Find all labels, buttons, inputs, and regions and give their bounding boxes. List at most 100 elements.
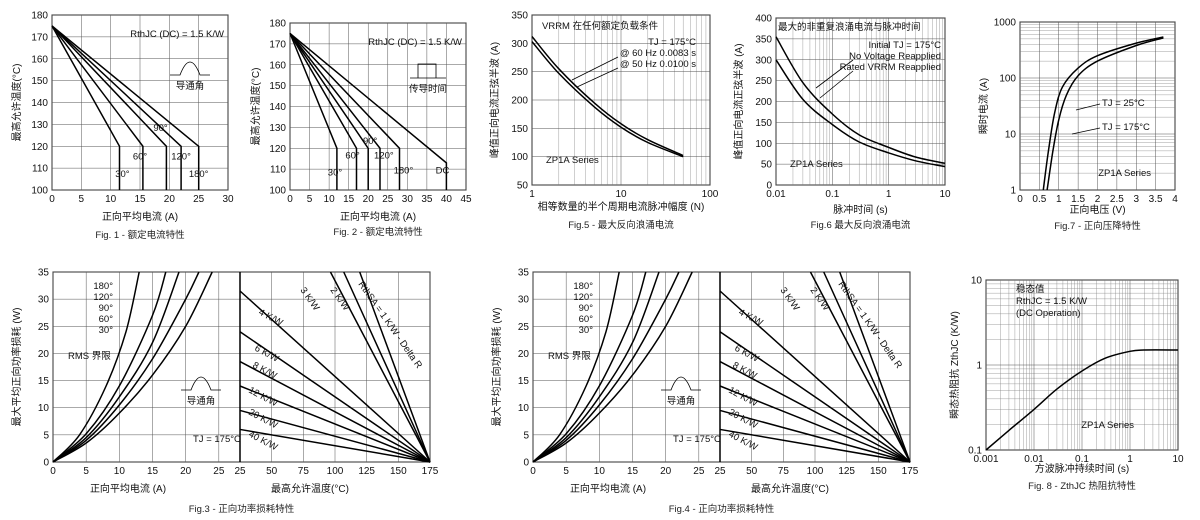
series-label: 30° xyxy=(328,167,343,178)
x-tick-label: 0.01 xyxy=(1024,454,1044,465)
x-tick-label: 4 xyxy=(1172,194,1178,205)
figure-caption: Fig.3 - 正向功率损耗特性 xyxy=(189,503,295,515)
y-tick-label: 30 xyxy=(518,295,530,306)
tj-label: TJ = 175°C xyxy=(673,434,721,445)
series-curve-30° xyxy=(51,25,121,190)
series-label: 120° xyxy=(374,151,394,162)
x-tick-label: 0.1 xyxy=(825,189,839,200)
x-tick-label: 15 xyxy=(627,466,639,477)
y-tick-label: 50 xyxy=(761,160,773,171)
chart-title-text: 最大的非重复浪涌电流与脉冲时间 xyxy=(778,21,921,33)
figure-caption: Fig. 1 - 额定电流特性 xyxy=(95,229,185,241)
y-axis-label: 瞬态热阻抗 ZthJC (K/W) xyxy=(948,311,961,419)
legend-pointer xyxy=(1075,103,1101,111)
y-tick-label: 15 xyxy=(38,376,50,387)
y-tick-label: 110 xyxy=(270,165,286,176)
series-curve-60° xyxy=(289,33,358,190)
x2-tick-label: 125 xyxy=(838,466,855,477)
x-axis-label: 正向平均电流 (A) xyxy=(102,210,178,223)
y-tick-label: 1 xyxy=(1010,186,1016,197)
pulse-inset-icon xyxy=(181,376,221,391)
angle-label: 120° xyxy=(573,292,593,303)
y-tick-label: 0 xyxy=(523,458,529,469)
y-tick-label: 20 xyxy=(38,349,50,360)
figure-caption: Fig.6 最大反向浪涌电流 xyxy=(811,219,911,231)
y-tick-label: 170 xyxy=(31,32,48,43)
legend-entry: TJ = 175°C xyxy=(648,37,696,48)
x-tick-label: 5 xyxy=(307,194,313,205)
y-tick-label: 180 xyxy=(31,11,48,22)
legend-pointer xyxy=(1071,127,1101,135)
surge-curve xyxy=(531,41,684,158)
y-tick-label: 350 xyxy=(511,11,528,22)
y-tick-label: 5 xyxy=(43,430,49,441)
x-tick-label: 25 xyxy=(193,194,205,205)
pulse-inset-label: 传导时间 xyxy=(409,83,447,95)
x-tick-label: 10 xyxy=(594,466,606,477)
y-tick-label: 180 xyxy=(269,19,286,30)
legend-entry: @ 50 Hz 0.0100 s xyxy=(620,59,696,70)
x2-tick-label: 50 xyxy=(746,466,758,477)
series-label: 30° xyxy=(115,169,130,180)
series-label: 60° xyxy=(133,151,148,162)
rth-line xyxy=(719,409,911,463)
angle-label: 60° xyxy=(99,314,114,325)
x-axis-label: 正向平均电流 (A) xyxy=(570,482,646,495)
x-tick-label: 10 xyxy=(1172,454,1184,465)
power-curve-120° xyxy=(52,271,200,463)
x-tick-label: 1 xyxy=(886,189,892,200)
pulse-inset-icon xyxy=(661,376,701,391)
x-tick-label: 0.001 xyxy=(973,454,998,465)
rth-line xyxy=(239,290,431,463)
y-tick-label: 160 xyxy=(31,54,48,65)
y-tick-label: 300 xyxy=(511,39,528,50)
figure-caption: Fig. 2 - 额定电流特性 xyxy=(333,226,423,238)
power-curve-120° xyxy=(532,271,680,463)
x-tick-label: 0.01 xyxy=(766,189,786,200)
y-tick-label: 0.1 xyxy=(968,446,982,457)
figure-caption: Fig.4 - 正向功率损耗特性 xyxy=(669,503,775,515)
tj-label: TJ = 175°C xyxy=(193,434,241,445)
legend-pointer xyxy=(815,59,854,89)
series-curve-DC xyxy=(289,32,448,190)
power-curve-90° xyxy=(52,271,180,463)
series-name-label: ZP1A Series xyxy=(790,159,843,170)
surge-curve xyxy=(775,36,946,165)
series-curve-120° xyxy=(51,25,182,190)
angle-label: 30° xyxy=(99,325,114,336)
legend-entry: @ 60 Hz 0.0083 s xyxy=(620,48,696,59)
y-tick-label: 140 xyxy=(31,98,48,109)
x2-tick-label: 175 xyxy=(422,466,439,477)
x-axis-label: 方波脉冲持续时间 (s) xyxy=(1035,462,1129,475)
legend-entry: RthJC = 1.5 K/W xyxy=(1016,296,1087,307)
x-tick-label: 2 xyxy=(1095,194,1101,205)
y-tick-label: 0 xyxy=(766,181,772,192)
power-curve-180° xyxy=(52,271,213,463)
rth-line xyxy=(719,428,911,463)
power-curve-90° xyxy=(532,271,660,463)
x2-tick-label: 150 xyxy=(390,466,407,477)
legend-entry: Initial TJ = 175°C xyxy=(868,40,941,51)
angle-label: 90° xyxy=(99,303,114,314)
x-tick-label: 10 xyxy=(939,189,951,200)
y-axis-label: 最大平均正向功率损耗 (W) xyxy=(490,308,503,427)
series-curve-90° xyxy=(51,25,168,190)
fig6-chart: 0 50 100 150 200 250 300 350 400 0.01 0.1 1 10 最大的非重复… xyxy=(732,14,951,232)
x-tick-label: 3 xyxy=(1133,194,1139,205)
y-tick-label: 150 xyxy=(511,124,528,135)
y-tick-label: 35 xyxy=(38,268,50,279)
y-tick-label: 10 xyxy=(38,403,50,414)
y-tick-label: 25 xyxy=(518,322,530,333)
x2-tick-label: 75 xyxy=(778,466,790,477)
y-tick-label: 100 xyxy=(755,139,772,150)
pulse-inset-icon xyxy=(417,63,437,78)
x-axis-label: 正向电压 (V) xyxy=(1069,203,1125,216)
power-curve-60° xyxy=(52,271,167,463)
pulse-inset-label: 导通角 xyxy=(187,395,216,407)
y-tick-label: 400 xyxy=(755,14,772,25)
rth-line xyxy=(719,385,911,463)
power-curve-180° xyxy=(532,271,693,463)
x-tick-label: 1 xyxy=(1127,454,1133,465)
x-tick-label: 10 xyxy=(615,189,627,200)
